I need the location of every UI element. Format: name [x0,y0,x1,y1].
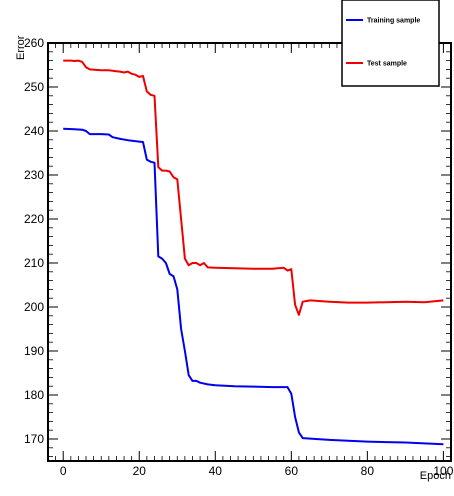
x-tick-label: 100 [433,464,453,478]
series-line-training-sample [63,127,444,446]
y-tick-label: 210 [24,256,44,270]
y-tick-label: 260 [24,36,44,50]
y-tick-label: 240 [24,124,44,138]
legend-label: Training sample [367,18,420,25]
x-axis-label: Epoch [420,470,451,482]
y-axis-label: Error [15,35,27,60]
y-tick-label: 200 [24,300,44,314]
series-layer [63,59,444,446]
axis-ticks: 0 20 40 60 80 100 170 180 190 200 210 220 230 240 250 2… [24,36,454,478]
y-tick-label: 230 [24,168,44,182]
plot-frame [47,42,452,462]
y-tick-label: 220 [24,212,44,226]
x-tick-label: 80 [361,464,375,478]
y-tick-label: 250 [24,80,44,94]
x-tick-label: 40 [209,464,223,478]
x-tick-label: 60 [285,464,299,478]
y-tick-label: 170 [24,432,44,446]
legend-label: Test sample [367,61,407,68]
y-tick-label: 190 [24,344,44,358]
legend: Training sample Test sample [341,0,440,87]
y-tick-label: 180 [24,388,44,402]
series-line-test-sample [63,59,444,316]
x-tick-label: 0 [60,464,67,478]
x-tick-label: 20 [133,464,147,478]
legend-box [341,0,440,87]
